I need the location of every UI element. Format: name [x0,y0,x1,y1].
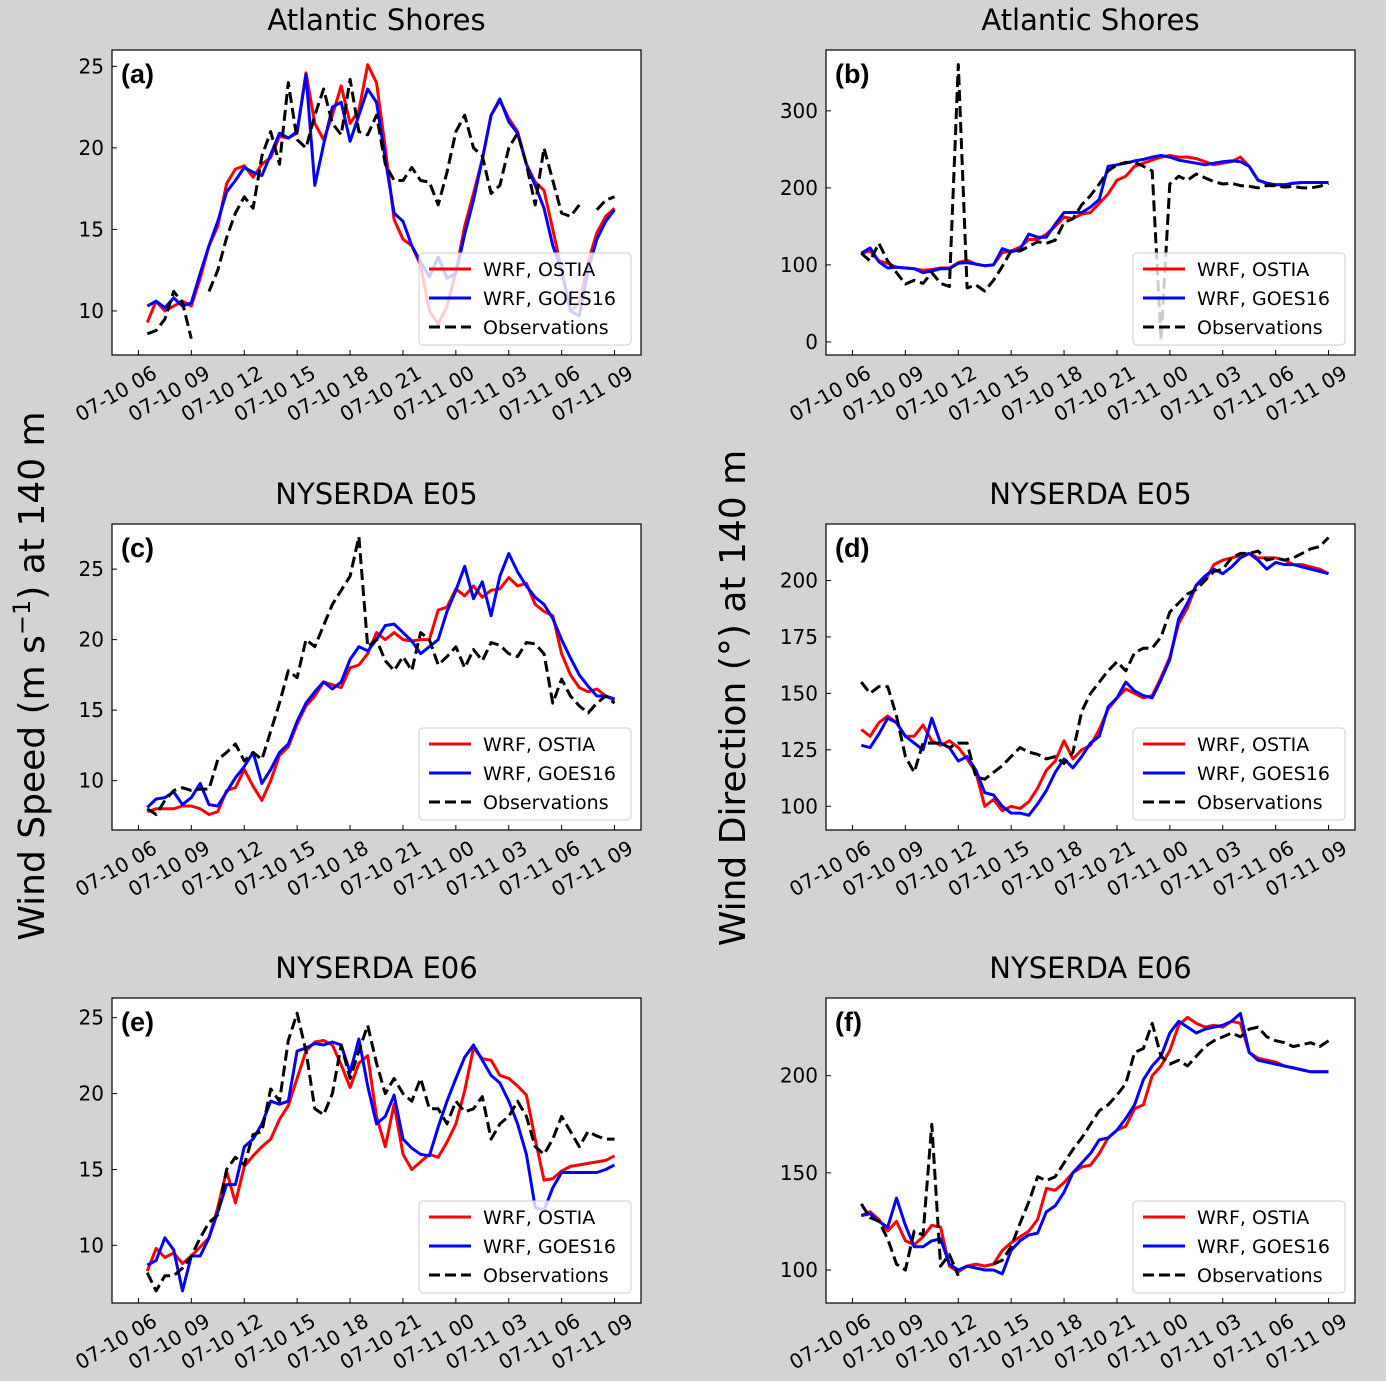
legend-label: Observations [483,1265,609,1287]
legend-box [1132,727,1346,821]
y-tick-label: 125 [780,738,818,762]
series-line-observations [145,1011,615,1293]
y-tick-label: 20 [79,1082,104,1106]
legend: WRF, OSTIA WRF, GOES16 Observations [418,252,632,346]
series-group [860,1012,1330,1277]
legend-label: WRF, GOES16 [483,763,616,785]
y-tick-label: 100 [780,1258,818,1282]
y-tick-label: 200 [780,176,818,200]
y-tick-label: 0 [805,330,818,354]
series-line-wrf-goes16 [860,154,1329,275]
plot-frame [111,49,642,356]
legend-label: Observations [483,792,609,814]
y-tick-label: 150 [780,681,818,705]
panel-title: Atlantic Shores [267,3,485,37]
plot-frame [111,997,642,1304]
legend-label: WRF, OSTIA [1197,259,1309,281]
legend: WRF, OSTIA WRF, GOES16 Observations [418,1200,632,1294]
series-line-observations [146,535,616,816]
plot-frame [825,49,1356,356]
y-tick-label: 15 [79,217,104,241]
panel-label: (b) [835,59,869,89]
legend-label: WRF, GOES16 [1197,763,1330,785]
y-tick-label: 25 [79,54,104,78]
plot-frame [825,997,1356,1304]
legend-label: Observations [1197,317,1323,339]
y-tick-label: 20 [79,628,104,652]
y-tick-label: 100 [780,794,818,818]
y-tick-label: 10 [79,299,104,323]
panel-label: (d) [835,533,869,563]
y-tick-label: 15 [79,1157,104,1181]
legend-box [418,252,632,346]
legend-label: Observations [1197,792,1323,814]
legend-label: Observations [1197,1265,1323,1287]
y-tick-label: 20 [79,136,104,160]
series-group [146,535,616,816]
legend-label: WRF, OSTIA [1197,1207,1309,1229]
legend-box [1132,1200,1346,1294]
y-tick-label: 150 [780,1161,818,1185]
legend-label: WRF, GOES16 [483,1236,616,1258]
legend-label: WRF, GOES16 [1197,288,1330,310]
legend: WRF, OSTIA WRF, GOES16 Observations [1132,727,1346,821]
y-tick-label: 175 [780,625,818,649]
legend: WRF, OSTIA WRF, GOES16 Observations [1132,1200,1346,1294]
series-group [860,63,1329,342]
legend-box [1132,252,1346,346]
legend-box [418,1200,632,1294]
series-line-wrf-ostia [145,63,616,326]
plot-frame [111,523,642,831]
y-tick-label: 200 [780,1064,818,1088]
ylabel-wind-direction: Wind Direction (°) at 140 m [713,450,754,946]
series-line-wrf-goes16 [146,552,615,809]
series-line-observations [860,1021,1330,1277]
panel-title: NYSERDA E05 [275,477,477,511]
panel-label: (a) [121,59,154,89]
legend-box [418,727,632,821]
y-tick-label: 15 [79,698,104,722]
panel-title: Atlantic Shores [981,3,1199,37]
y-tick-label: 10 [79,1233,104,1257]
series-line-wrf-goes16 [860,551,1329,817]
y-tick-label: 25 [79,557,104,581]
series-line-observations [860,63,1329,342]
legend-label: WRF, GOES16 [483,288,616,310]
y-tick-label: 25 [79,1006,104,1030]
panel-label: (e) [121,1007,154,1037]
legend-label: WRF, GOES16 [1197,1236,1330,1258]
legend-label: WRF, OSTIA [1197,734,1309,756]
ylabel-wind-speed: Wind Speed (m s−1) at 140 m [8,411,53,940]
y-tick-label: 300 [780,99,818,123]
legend: WRF, OSTIA WRF, GOES16 Observations [1132,252,1346,346]
legend: WRF, OSTIA WRF, GOES16 Observations [418,727,632,821]
series-line-observations [146,77,616,340]
legend-label: WRF, OSTIA [483,259,595,281]
series-line-observations [860,536,1330,781]
panel-title: NYSERDA E06 [989,951,1191,985]
y-tick-label: 10 [79,769,104,793]
series-group [145,63,616,340]
panel-title: NYSERDA E06 [275,951,477,985]
legend-label: WRF, OSTIA [483,734,595,756]
panel-title: NYSERDA E05 [989,477,1191,511]
panel-label: (c) [121,533,154,563]
plot-frame [825,523,1356,831]
legend-label: WRF, OSTIA [483,1207,595,1229]
panel-label: (f) [835,1007,862,1037]
y-tick-label: 200 [780,568,818,592]
series-group [860,536,1330,817]
y-tick-label: 100 [780,253,818,277]
legend-label: Observations [483,317,609,339]
